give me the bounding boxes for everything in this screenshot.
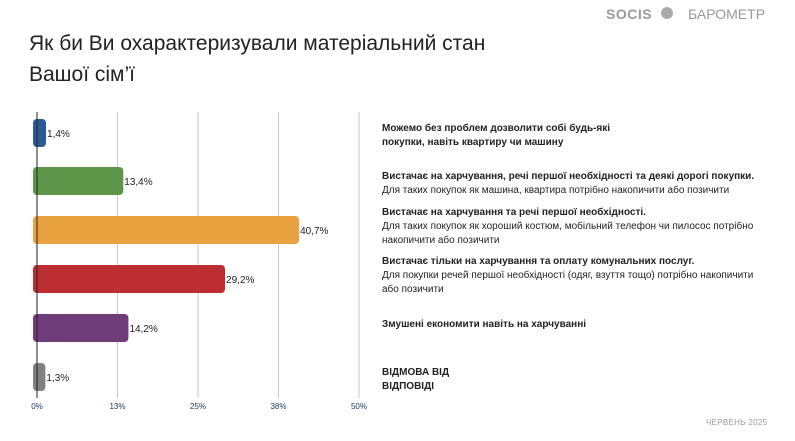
category-note: Для таких покупок як машина, квартира по… (382, 185, 730, 196)
bar (33, 363, 46, 391)
bar (33, 167, 124, 195)
globe-icon (661, 7, 673, 19)
bar (33, 265, 226, 293)
category-label: Вистачає на харчування та речі першої не… (382, 206, 782, 248)
x-tick-label: 25% (190, 402, 206, 411)
category-title: Змушені економити навіть на харчуванні (382, 319, 587, 330)
bar (33, 119, 47, 147)
title-line: Вашої сім’ї (29, 63, 135, 86)
footer-date: ЧЕРВЕНЬ 2025 (706, 418, 768, 427)
category-label: ВІДМОВА ВІД ВІДПОВІДІ (382, 366, 452, 394)
value-label: 29,2% (226, 275, 254, 286)
category-title: ВІДМОВА ВІД ВІДПОВІДІ (382, 367, 450, 392)
value-label: 13,4% (124, 177, 152, 188)
value-label: 40,7% (300, 226, 328, 237)
category-title: Вистачає тільки на харчування та оплату … (382, 256, 695, 267)
title-line: Як би Ви охарактеризували матеріальний с… (29, 32, 486, 55)
value-label: 14,2% (129, 324, 157, 335)
socis-logo: SOCIS (606, 6, 653, 22)
value-label: 1,4% (47, 129, 70, 140)
category-note: Для таких покупок як хороший костюм, моб… (382, 221, 754, 246)
bar (33, 314, 129, 342)
x-tick-label: 13% (109, 402, 125, 411)
brand-name: БАРОМЕТР (688, 6, 766, 22)
x-tick-label: 38% (270, 402, 286, 411)
category-label: Змушені економити навіть на харчуванні (382, 318, 612, 332)
category-title: Можемо без проблем дозволити собі будь-я… (382, 123, 611, 148)
category-label: Вистачає тільки на харчування та оплату … (382, 255, 782, 297)
category-label: Можемо без проблем дозволити собі будь-я… (382, 122, 612, 150)
category-note: Для покупки речей першої необхідності (о… (382, 270, 754, 295)
category-title: Вистачає на харчування та речі першої не… (382, 207, 646, 218)
x-tick-label: 0% (31, 402, 43, 411)
category-title: Вистачає на харчування, речі першої необ… (382, 171, 755, 182)
page-title: Як би Ви охарактеризували матеріальний с… (29, 28, 589, 90)
value-label: 1,3% (46, 373, 69, 384)
bar (33, 216, 300, 244)
x-tick-label: 50% (351, 402, 367, 411)
category-label: Вистачає на харчування, речі першої необ… (382, 170, 782, 198)
